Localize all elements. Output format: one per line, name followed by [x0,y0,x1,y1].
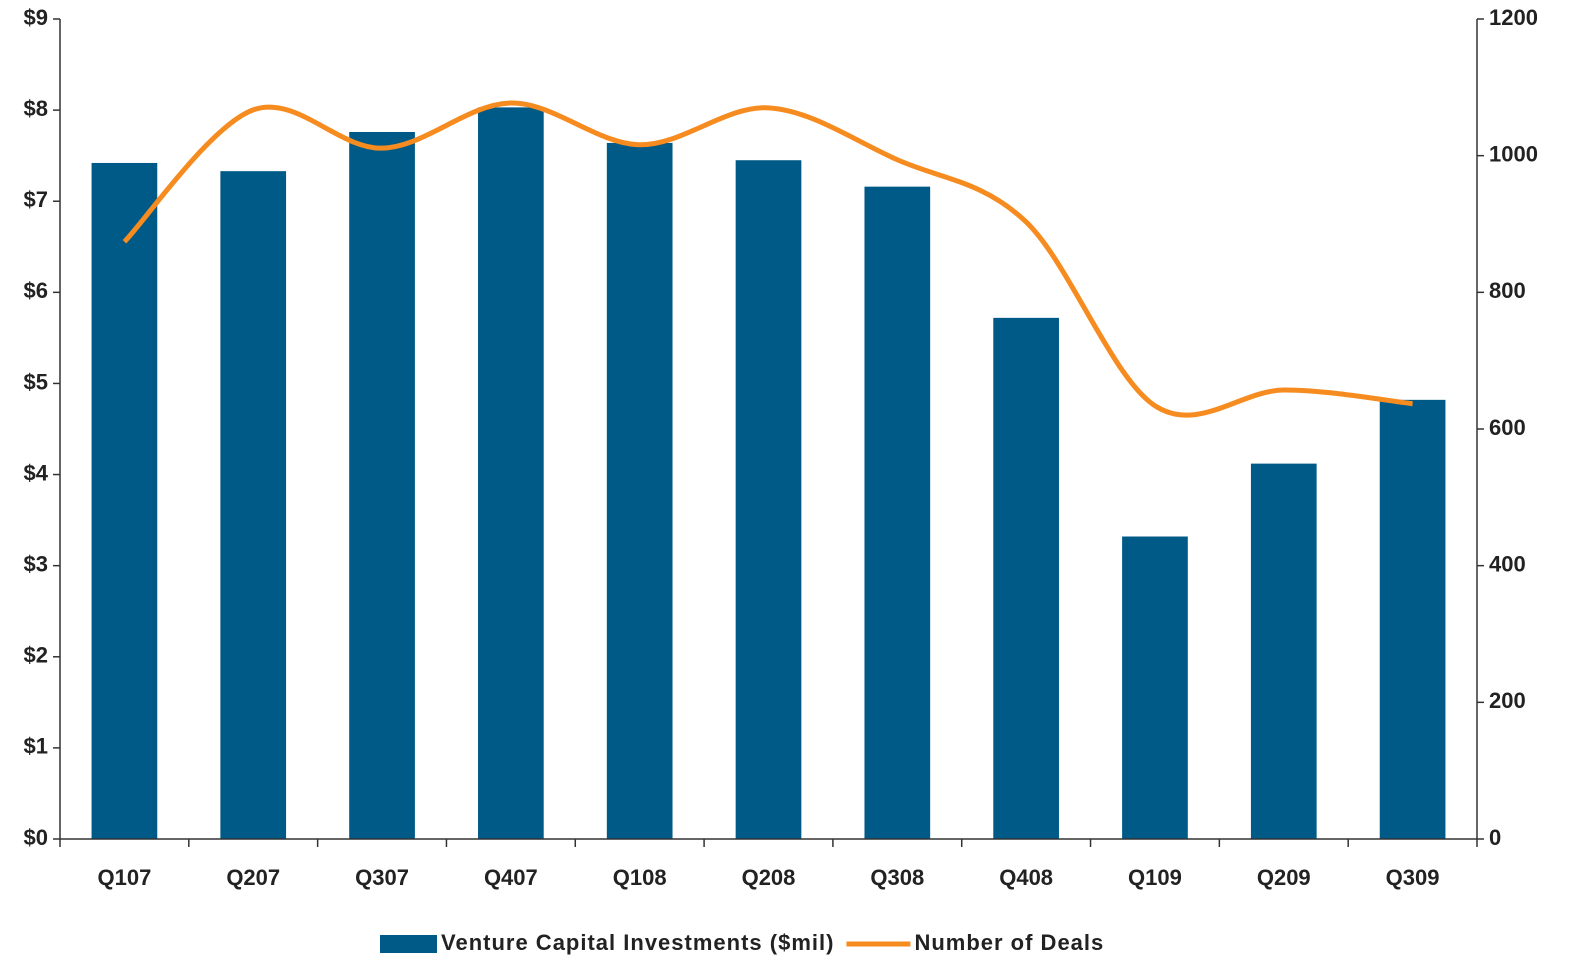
x-tick-label: Q109 [1128,865,1182,890]
y-tick-label: $9 [24,5,48,30]
y-tick-label: $2 [24,643,48,668]
y2-tick-label: 800 [1489,278,1526,303]
bar [606,142,673,839]
x-tick-label: Q107 [97,865,151,890]
bar [993,317,1059,839]
bar [1122,536,1188,839]
legend-swatch [380,935,437,953]
x-tick-label: Q407 [484,865,538,890]
line [122,100,1413,418]
y-tick-label: $0 [24,825,48,850]
x-tick-label: Q309 [1386,865,1440,890]
bar [349,131,415,839]
y2-tick-label: 1200 [1489,5,1538,30]
legend-label: Number of Deals [914,930,1104,955]
bar [1250,463,1317,839]
x-tick-label: Q308 [870,865,924,890]
x-tick-label: Q209 [1257,865,1311,890]
y-tick-label: $1 [24,734,48,759]
bar [1379,399,1446,839]
y2-tick-label: 0 [1489,825,1501,850]
bar [91,162,158,839]
y2-tick-label: 600 [1489,415,1526,440]
x-tick-label: Q307 [355,865,409,890]
x-tick-label: Q408 [999,865,1053,890]
y-tick-label: $4 [24,460,49,485]
bar [735,160,802,839]
y2-tick-label: 400 [1489,551,1526,576]
bar [478,107,544,839]
y-tick-label: $6 [24,278,48,303]
y-tick-label: $8 [24,96,48,121]
x-tick-label: Q108 [613,865,667,890]
y-tick-label: $7 [24,187,48,212]
y-tick-label: $3 [24,551,48,576]
y2-tick-label: 1000 [1489,141,1538,166]
x-tick-label: Q208 [742,865,796,890]
bar [220,171,287,840]
x-tick-label: Q207 [226,865,280,890]
y2-tick-label: 200 [1489,688,1526,713]
legend-label: Venture Capital Investments ($mil) [441,930,834,955]
bar [864,186,931,840]
y-tick-label: $5 [24,369,48,394]
